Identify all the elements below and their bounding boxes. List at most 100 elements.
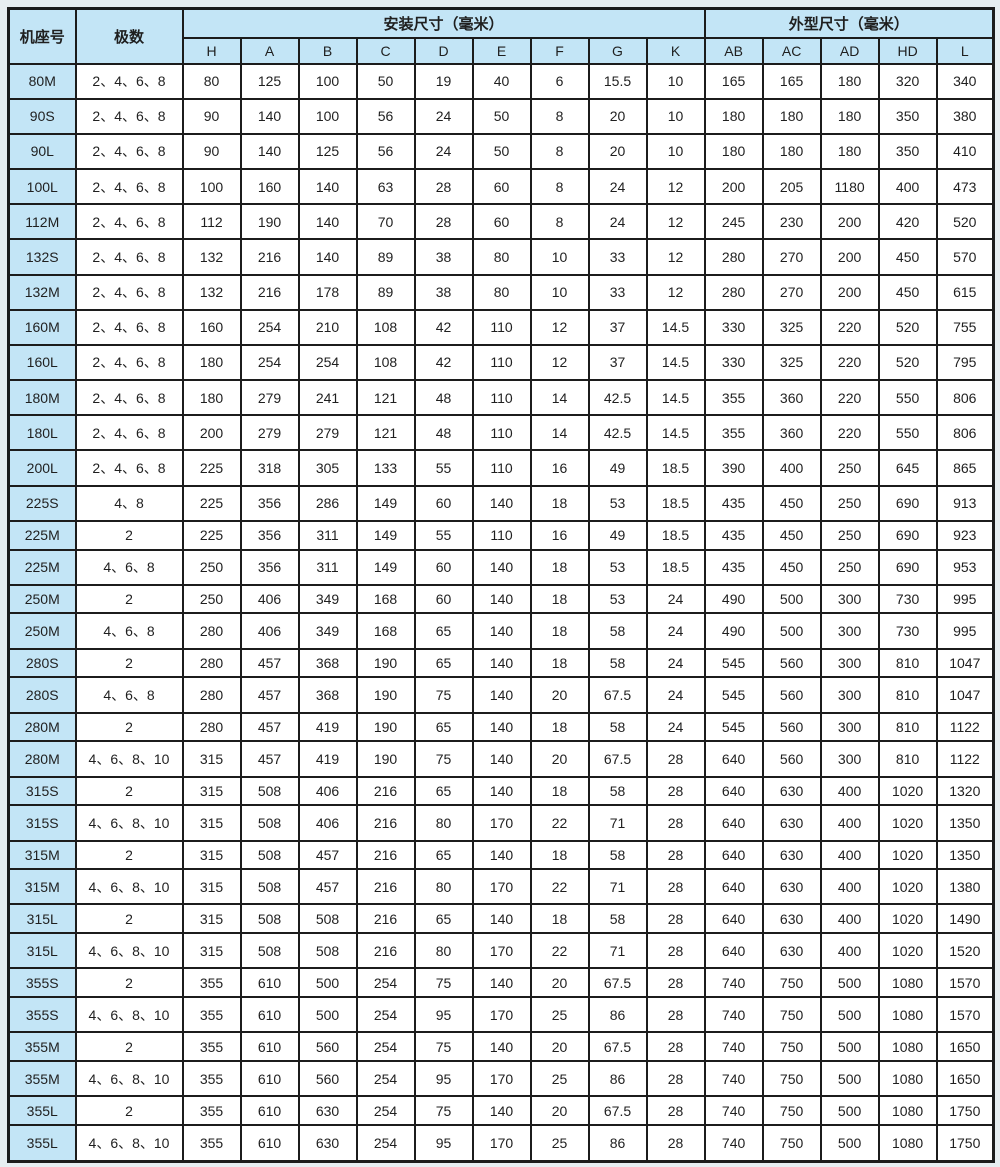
dimension-cell: 640 xyxy=(703,932,764,970)
column-header-f: F xyxy=(529,36,590,65)
dimension-cell: 356 xyxy=(239,484,300,522)
dimension-cell: 65 xyxy=(413,711,474,743)
dimension-cell: 200 xyxy=(819,238,880,276)
table-row: 315S 2 315 508 406 216 65 140 18 58 28 640 630 400 102… xyxy=(7,775,995,807)
dimension-cell: 42 xyxy=(413,308,474,346)
dimension-cell: 1047 xyxy=(935,647,995,679)
dimension-cell: 1020 xyxy=(877,775,938,807)
dimension-cell: 140 xyxy=(471,484,532,522)
dimension-cell: 473 xyxy=(935,168,995,206)
poles-cell: 2、4、6、8 xyxy=(74,132,184,171)
dimension-cell: 67.5 xyxy=(587,1031,648,1063)
dimension-cell: 279 xyxy=(297,414,358,452)
dimension-cell: 168 xyxy=(355,612,416,650)
poles-cell: 2 xyxy=(74,647,184,679)
poles-cell: 4、6、8、10 xyxy=(74,868,184,906)
dimension-cell: 250 xyxy=(819,449,880,487)
column-header-ab: AB xyxy=(703,36,764,65)
dimension-cell: 350 xyxy=(877,132,938,171)
poles-cell: 2、4、6、8 xyxy=(74,343,184,382)
poles-cell: 2、4、6、8 xyxy=(74,203,184,241)
dimension-cell: 58 xyxy=(587,839,648,871)
dimension-cell: 20 xyxy=(587,97,648,135)
dimension-cell: 18 xyxy=(529,484,590,522)
poles-cell: 2、4、6、8 xyxy=(74,449,184,487)
dimension-cell: 89 xyxy=(355,238,416,276)
dimension-cell: 995 xyxy=(935,612,995,650)
dimension-cell: 300 xyxy=(819,740,880,778)
table-row: 225M 4、6、8 250 356 311 149 60 140 18 53 18.5 435 450… xyxy=(7,548,995,586)
dimension-cell: 55 xyxy=(413,519,474,551)
dimension-cell: 40 xyxy=(471,62,532,100)
dimension-cell: 75 xyxy=(413,676,474,714)
dimension-cell: 110 xyxy=(471,519,532,551)
dimension-cell: 28 xyxy=(645,839,706,871)
dimension-cell: 630 xyxy=(761,903,822,935)
dimension-cell: 500 xyxy=(819,1095,880,1127)
frame-size-cell: 355L xyxy=(7,1095,77,1127)
dimension-cell: 690 xyxy=(877,484,938,522)
dimension-cell: 170 xyxy=(471,996,532,1034)
table-row: 132M 2、4、6、8 132 216 178 89 38 80 10 33 12 280 270 20… xyxy=(7,273,995,311)
frame-size-cell: 250M xyxy=(7,583,77,615)
dimension-cell: 254 xyxy=(355,996,416,1034)
dimension-cell: 560 xyxy=(761,740,822,778)
dimension-cell: 180 xyxy=(703,132,764,171)
dimension-cell: 500 xyxy=(819,1124,880,1163)
dimension-cell: 1490 xyxy=(935,903,995,935)
dimension-cell: 19 xyxy=(413,62,474,100)
dimension-cell: 216 xyxy=(355,804,416,842)
dimension-cell: 254 xyxy=(355,1124,416,1163)
dimension-cell: 180 xyxy=(819,62,880,100)
dimension-cell: 315 xyxy=(181,839,242,871)
dimension-cell: 140 xyxy=(471,676,532,714)
dimension-cell: 86 xyxy=(587,1060,648,1098)
dimension-cell: 38 xyxy=(413,238,474,276)
dimension-cell: 690 xyxy=(877,519,938,551)
dimension-cell: 18 xyxy=(529,839,590,871)
dimension-cell: 279 xyxy=(239,414,300,452)
dimension-cell: 311 xyxy=(297,548,358,586)
dimension-cell: 560 xyxy=(761,676,822,714)
column-header-l: L xyxy=(935,36,995,65)
frame-size-cell: 315L xyxy=(7,932,77,970)
dimension-cell: 1080 xyxy=(877,967,938,999)
dimension-cell: 10 xyxy=(529,273,590,311)
column-header-c: C xyxy=(355,36,416,65)
dimension-cell: 140 xyxy=(471,711,532,743)
dimension-cell: 368 xyxy=(297,647,358,679)
dimension-cell: 200 xyxy=(819,203,880,241)
frame-size-cell: 355M xyxy=(7,1031,77,1063)
frame-size-cell: 280S xyxy=(7,647,77,679)
table-row: 90S 2、4、6、8 90 140 100 56 24 50 8 20 10 180 180 180 35… xyxy=(7,97,995,135)
dimension-cell: 450 xyxy=(877,273,938,311)
dimension-cell: 490 xyxy=(703,583,764,615)
dimension-cell: 110 xyxy=(471,308,532,346)
dimension-cell: 110 xyxy=(471,449,532,487)
dimension-cell: 18 xyxy=(529,647,590,679)
dimension-cell: 315 xyxy=(181,903,242,935)
frame-size-cell: 225S xyxy=(7,484,77,522)
dimension-cell: 640 xyxy=(703,839,764,871)
frame-size-cell: 225M xyxy=(7,519,77,551)
dimension-cell: 24 xyxy=(413,97,474,135)
dimension-cell: 160 xyxy=(239,168,300,206)
dimension-cell: 89 xyxy=(355,273,416,311)
dimension-cell: 225 xyxy=(181,484,242,522)
dimension-cell: 132 xyxy=(181,238,242,276)
dimension-cell: 24 xyxy=(645,612,706,650)
header-frame-number: 机座号 xyxy=(7,7,77,65)
dimension-cell: 71 xyxy=(587,932,648,970)
poles-cell: 4、6、8 xyxy=(74,612,184,650)
dimension-cell: 810 xyxy=(877,740,938,778)
dimension-cell: 1750 xyxy=(935,1124,995,1163)
dimension-cell: 95 xyxy=(413,1124,474,1163)
dimension-cell: 1570 xyxy=(935,967,995,999)
dimension-cell: 254 xyxy=(239,308,300,346)
dimension-cell: 18 xyxy=(529,612,590,650)
table-row: 280S 2 280 457 368 190 65 140 18 58 24 545 560 300 810… xyxy=(7,647,995,679)
dimension-cell: 125 xyxy=(297,132,358,171)
dimension-cell: 100 xyxy=(181,168,242,206)
dimension-cell: 315 xyxy=(181,868,242,906)
dimension-cell: 1122 xyxy=(935,711,995,743)
